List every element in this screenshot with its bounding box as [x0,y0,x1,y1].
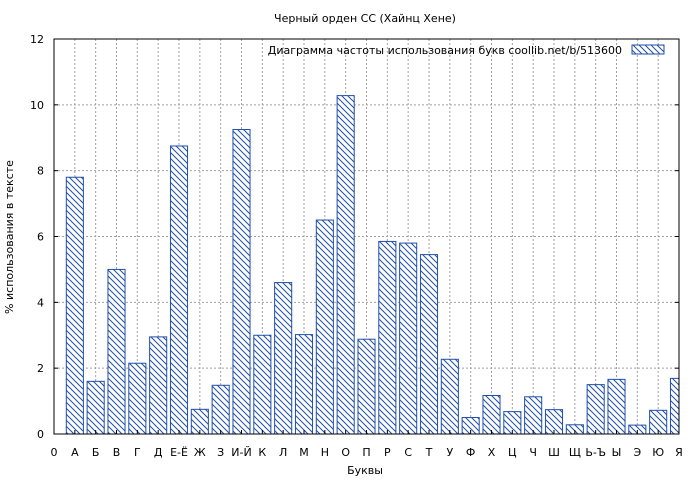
y-axis-label: % использования в тексте [3,160,16,314]
bar-З [211,384,230,434]
x-tick-label: Ч [529,446,537,459]
x-tick-label: М [299,446,309,459]
x-tick-label: С [404,446,412,459]
y-tick-label: 8 [37,165,44,178]
bar-О [336,95,355,434]
bar-В [107,268,126,434]
x-tick-label: И-Й [231,446,251,459]
bar-К [253,334,272,434]
x-tick-label: Г [134,446,141,459]
bar-Д [149,336,168,434]
y-tick-label: 6 [37,231,44,244]
bar-П [357,338,376,434]
bar-М [294,334,314,434]
bar-Т [419,254,439,434]
x-tick-label: О [341,446,350,459]
x-tick-label: П [362,446,370,459]
bar-Л [274,282,293,434]
x-tick-label: Ж [194,446,206,459]
bar-Б [86,380,105,434]
x-tick-label: Ю [652,446,664,459]
x-tick-label: А [71,446,79,459]
bar-Ы [607,378,626,434]
x-tick-label: Б [92,446,100,459]
y-tick-label: 2 [37,362,44,375]
x-tick-label: В [113,446,121,459]
bar-Ц [503,411,522,434]
y-tick-label: 12 [30,33,44,46]
x-tick-label: Ш [548,446,560,459]
bar-Ь-Ъ [586,384,605,434]
bar-У [440,358,459,434]
bar-Е-Ё [169,145,189,434]
x-tick-label: З [217,446,224,459]
x-tick-label: Ь-Ъ [585,446,606,459]
x-tick-label: Т [425,446,433,459]
legend: Диаграмма частоты использования букв coo… [268,44,665,57]
y-axis-ticks: 0 2 4 6 8 10 12 [30,33,679,441]
x-tick-label: Я [675,446,683,459]
x-tick-label: К [258,446,266,459]
legend-swatch [631,44,665,55]
x-tick-label: У [446,446,453,459]
y-tick-label: 4 [37,296,44,309]
bar-А [65,176,84,434]
x-tick-label: Э [633,446,641,459]
y-tick-label: 10 [30,99,44,112]
x-tick-label: Ы [612,446,622,459]
bar-Ж [190,408,209,434]
x-tick-label: Д [154,446,163,459]
x-tick-label: Ц [508,446,517,459]
x-tick-label: Ф [466,446,475,459]
bar-Х [482,394,501,434]
x-tick-label: Л [279,446,287,459]
chart-title: Черный орден СС (Хайнц Хене) [274,12,456,25]
bar-Н [315,219,334,434]
bar-С [399,242,418,434]
bars [65,95,679,434]
y-tick-label: 0 [37,428,44,441]
bar-И-Й [232,129,251,434]
x-tick-label: Щ [569,446,581,459]
bar-Г [128,362,147,434]
bar-Р [378,240,397,434]
x-tick-label: Н [321,446,329,459]
x-tick-label: Е-Ё [170,446,188,459]
x-axis-ticks: 0 А Б В Г Д Е-Ё Ж З И-Й К Л М Н О П Р С Т У Ф Х Ц Ч Ш Щ Ь-Ъ Ы Э Ю Я [51,430,683,459]
legend-label: Диаграмма частоты использования букв coo… [268,44,622,57]
x-tick-label: 0 [51,446,58,459]
x-tick-label: Х [488,446,496,459]
x-axis-label: Буквы [347,464,383,477]
x-tick-label: Р [384,446,391,459]
bar-Ч [524,396,543,434]
